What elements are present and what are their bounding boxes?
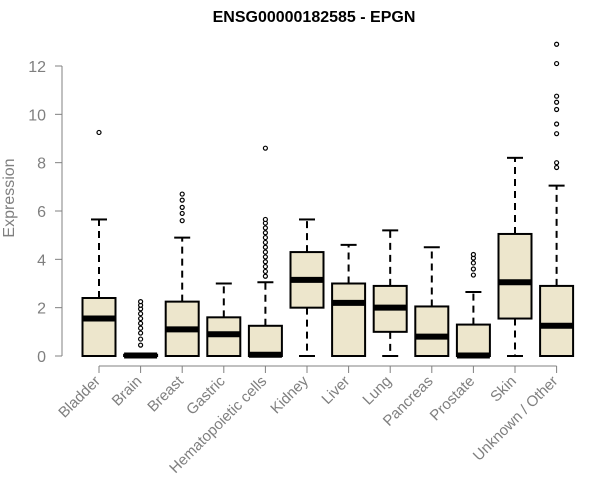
outlier-point [138, 299, 144, 305]
box-group-brain [123, 299, 159, 359]
box-group-gastric [206, 282, 242, 358]
y-tick-label: 12 [28, 59, 46, 76]
y-axis-label: Expression [1, 158, 18, 237]
box-group-breast [164, 191, 200, 357]
outlier-point [262, 234, 268, 241]
outlier-point [553, 160, 560, 166]
box-group-unknown-other [539, 41, 575, 357]
outlier-point [262, 216, 268, 223]
outlier-point [262, 263, 268, 270]
outlier-point [470, 266, 476, 272]
outlier-point [553, 41, 560, 47]
outlier-point [179, 210, 185, 217]
outlier-point [553, 121, 560, 127]
outlier-point [138, 336, 144, 342]
box-group-pancreas [414, 246, 450, 358]
y-tick-label: 4 [37, 252, 46, 269]
outlier-point [470, 260, 476, 266]
y-tick-label: 8 [37, 156, 46, 173]
box-series [81, 41, 575, 359]
outlier-point [262, 244, 268, 250]
box [331, 282, 367, 357]
outlier-point [262, 249, 268, 255]
outlier-point [96, 129, 102, 136]
outlier-point [470, 272, 476, 278]
box [247, 324, 283, 357]
box-group-lung [372, 229, 408, 357]
y-tick-label: 10 [28, 107, 46, 124]
x-tick-label: Prostate [427, 373, 479, 425]
x-tick-label: Breast [144, 372, 187, 415]
outlier-point [470, 251, 476, 258]
y-tick-label: 2 [37, 301, 46, 318]
y-tick-label: 6 [37, 204, 46, 221]
outlier-point [179, 218, 185, 224]
outlier-point [553, 99, 560, 105]
outlier-point [262, 259, 268, 265]
box-group-skin [497, 156, 533, 357]
box [414, 305, 450, 358]
outlier-point [262, 239, 268, 246]
box-group-liver [331, 243, 367, 357]
y-axis: 0 2 4 6 8 10 12 [28, 59, 63, 366]
box-group-prostate [455, 251, 491, 359]
outlier-point [553, 106, 560, 113]
outlier-point [262, 268, 268, 275]
y-tick-label: 0 [37, 349, 46, 366]
chart-title: ENSG00000182585 - EPGN [213, 9, 416, 26]
outlier-point [262, 225, 268, 231]
outlier-point [262, 230, 268, 236]
outlier-point [138, 320, 144, 326]
outlier-point [553, 164, 560, 171]
outlier-point [262, 145, 268, 151]
outlier-point [179, 204, 185, 210]
box [539, 284, 575, 357]
x-tick-label: Lung [359, 373, 395, 409]
box [81, 297, 117, 357]
x-tick-label: Bladder [55, 373, 104, 422]
outlier-point [138, 330, 144, 336]
outlier-point [138, 315, 144, 322]
box-group-hematopoietic-cells [247, 145, 283, 358]
x-tick-label: Skin [487, 373, 520, 406]
outlier-point [262, 254, 268, 260]
box-group-kidney [289, 218, 325, 357]
outlier-point [138, 325, 144, 331]
x-tick-label: Liver [318, 373, 353, 408]
outlier-point [553, 60, 560, 67]
box [497, 232, 533, 320]
outlier-point [262, 273, 268, 279]
outlier-point [179, 197, 185, 203]
box [455, 323, 491, 358]
outlier-point [179, 191, 185, 197]
outlier-point [553, 93, 560, 99]
x-tick-label: Brain [109, 373, 146, 410]
outlier-point [138, 342, 144, 348]
outlier-point [138, 311, 144, 317]
outlier-point [553, 131, 560, 137]
box-group-bladder [81, 129, 117, 357]
x-tick-label: Kidney [267, 372, 312, 417]
